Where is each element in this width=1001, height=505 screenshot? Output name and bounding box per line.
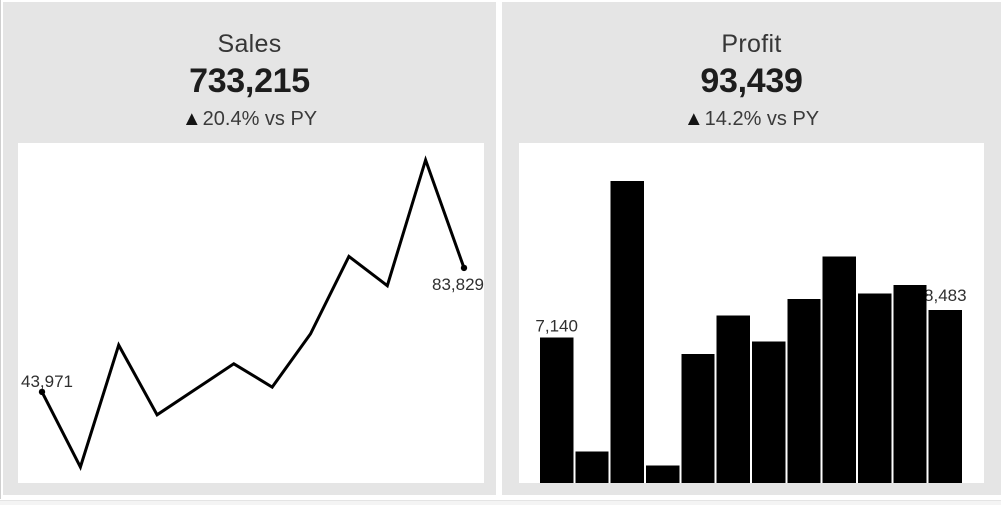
card-change: ▲20.4% vs PY — [3, 107, 496, 131]
last-bar-data-label: 8,483 — [924, 286, 967, 305]
profit-bar[interactable] — [646, 465, 680, 484]
card-change-text: 20.4% vs PY — [202, 108, 318, 130]
profit-bar[interactable] — [928, 310, 962, 483]
profit-bar-chart[interactable]: 8,483 7,140 — [519, 143, 984, 483]
profit-bar[interactable] — [822, 256, 856, 484]
first-bar-data-label: 7,140 — [535, 316, 578, 335]
profit-bar[interactable] — [575, 451, 609, 483]
profit-chart-panel: 8,483 7,140 — [519, 143, 984, 483]
profit-kpi-card: Profit 93,439 ▲14.2% vs PY 8,483 7,140 — [502, 2, 1001, 495]
left-edge-line — [0, 0, 1, 499]
profit-bar[interactable] — [893, 285, 927, 483]
card-title: Sales — [217, 30, 282, 58]
sales-chart-panel: 43,971 83,829 — [18, 143, 484, 483]
card-value: 93,439 — [700, 62, 803, 100]
card-value: 733,215 — [189, 62, 310, 100]
last-point-data-label: 83,829 — [432, 275, 484, 294]
profit-bar[interactable] — [681, 353, 715, 483]
sales-trend-chart[interactable]: 43,971 83,829 — [18, 143, 484, 483]
card-title: Profit — [721, 30, 782, 58]
last-point-marker[interactable] — [460, 264, 468, 272]
profit-bar[interactable] — [610, 181, 644, 483]
increase-arrow-icon: ▲ — [181, 108, 202, 130]
first-point-data-label: 43,971 — [21, 372, 73, 391]
profit-bar[interactable] — [787, 298, 821, 483]
profit-bar[interactable] — [716, 315, 750, 483]
profit-bar[interactable] — [540, 337, 574, 483]
first-point-marker[interactable] — [38, 388, 46, 396]
card-change-text: 14.2% vs PY — [704, 108, 820, 130]
card-change: ▲14.2% vs PY — [502, 107, 1001, 131]
increase-arrow-icon: ▲ — [683, 108, 704, 130]
profit-bar[interactable] — [752, 341, 786, 483]
sales-kpi-card: Sales 733,215 ▲20.4% vs PY 43,971 83,829 — [3, 2, 496, 495]
bottom-edge-line — [0, 500, 1001, 505]
sales-line[interactable] — [40, 155, 466, 471]
profit-bar[interactable] — [858, 293, 892, 483]
